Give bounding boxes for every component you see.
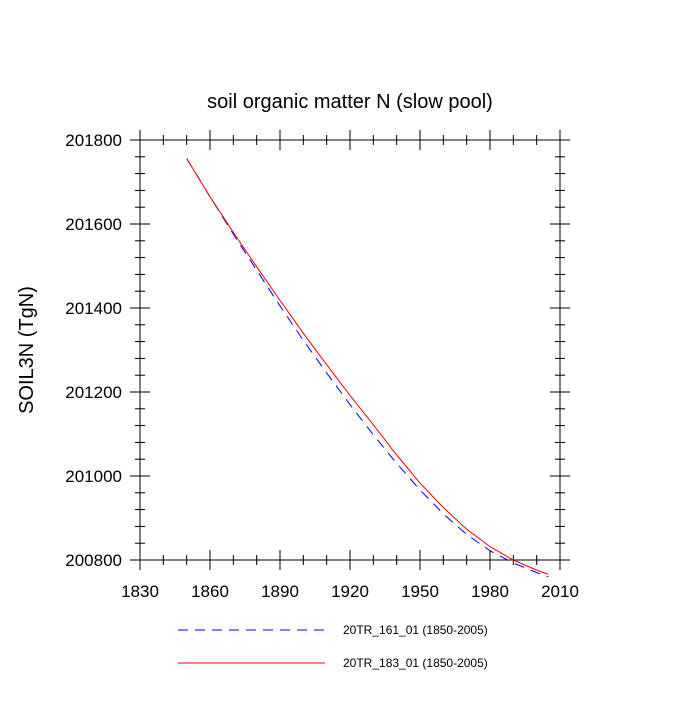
y-tick-label: 201400: [65, 299, 122, 318]
legend-label-2: 20TR_183_01 (1850-2005): [343, 656, 488, 670]
chart-title: soil organic matter N (slow pool): [207, 91, 493, 113]
y-axis-label: SOIL3N (TgN): [16, 286, 38, 414]
series-line-2: [186, 158, 549, 575]
x-tick-label: 1950: [401, 582, 439, 601]
y-tick-label: 201200: [65, 383, 122, 402]
y-tick-label: 200800: [65, 551, 122, 570]
y-tick-label: 201600: [65, 215, 122, 234]
x-tick-label: 1830: [121, 582, 159, 601]
series-line-1: [186, 158, 549, 578]
x-tick-label: 1890: [261, 582, 299, 601]
plot-frame: [139, 139, 561, 561]
legend: 20TR_161_01 (1850-2005) 20TR_183_01 (1850…: [178, 623, 488, 670]
plot-area: 1830 1860 1890 1920 1950 1980 2010 200800 201000…: [65, 130, 579, 601]
x-tick-label: 2010: [541, 582, 579, 601]
x-tick-label: 1920: [331, 582, 369, 601]
x-tick-label: 1980: [471, 582, 509, 601]
y-tick-label: 201800: [65, 131, 122, 150]
x-tick-label: 1860: [191, 582, 229, 601]
y-tick-label: 201000: [65, 467, 122, 486]
legend-label-1: 20TR_161_01 (1850-2005): [343, 623, 488, 637]
